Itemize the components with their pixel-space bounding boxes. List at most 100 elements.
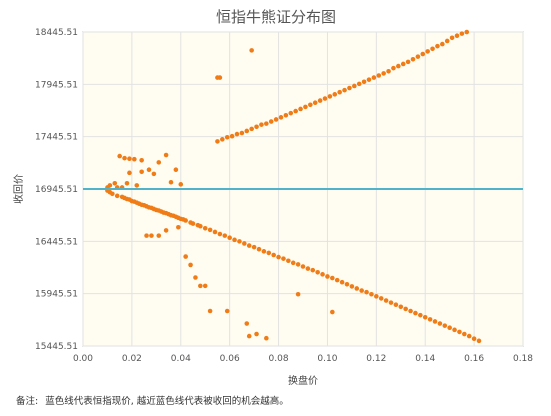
- data-point: [444, 38, 450, 44]
- footnote-prefix: 备注:: [16, 396, 39, 407]
- data-point: [112, 180, 118, 186]
- data-point: [122, 155, 127, 161]
- data-point: [347, 85, 352, 91]
- data-point: [376, 73, 382, 78]
- data-point: [430, 46, 435, 52]
- data-point: [198, 223, 203, 229]
- data-point: [259, 122, 264, 127]
- data-point: [330, 275, 335, 281]
- data-point: [110, 191, 115, 197]
- data-point: [249, 48, 254, 53]
- data-point: [254, 124, 259, 130]
- data-point: [139, 169, 144, 175]
- y-tick-label: 16945.51: [35, 185, 78, 195]
- data-point: [339, 279, 345, 285]
- data-point: [352, 83, 357, 89]
- data-point: [315, 269, 320, 275]
- data-point: [237, 239, 242, 244]
- data-point: [420, 51, 426, 57]
- data-point: [246, 243, 252, 248]
- data-point: [374, 294, 379, 299]
- data-point: [220, 137, 225, 142]
- data-point: [202, 283, 208, 289]
- data-point: [212, 229, 218, 235]
- data-point: [273, 117, 279, 122]
- data-point: [156, 233, 162, 238]
- x-tick-label: 0.14: [415, 354, 435, 364]
- data-point: [234, 131, 240, 137]
- data-point: [229, 133, 235, 139]
- data-point: [146, 167, 152, 172]
- data-point: [295, 262, 301, 267]
- x-tick-label: 0.08: [269, 354, 289, 364]
- data-point: [432, 319, 438, 324]
- y-tick-label: 17945.51: [35, 80, 78, 90]
- data-point: [312, 100, 318, 106]
- data-point: [222, 233, 228, 238]
- data-point: [232, 237, 237, 243]
- x-tick-label: 0.16: [464, 354, 484, 364]
- data-point: [381, 71, 386, 76]
- data-point: [173, 167, 179, 172]
- data-point: [298, 106, 303, 112]
- data-point: [114, 193, 120, 199]
- y-tick-label: 18445.51: [35, 28, 78, 38]
- data-point: [452, 327, 457, 333]
- data-point: [462, 331, 467, 337]
- data-point: [156, 160, 162, 165]
- data-point: [183, 218, 188, 223]
- data-point: [271, 252, 276, 258]
- y-axis-ticks: 15445.51 15945.51 16445.51 16945.51 17445.51…: [35, 28, 78, 352]
- data-point: [308, 102, 313, 108]
- data-point: [303, 104, 308, 110]
- data-point: [386, 69, 391, 74]
- data-point: [442, 323, 448, 328]
- data-point: [163, 228, 169, 233]
- data-point: [215, 139, 220, 144]
- data-point: [317, 98, 323, 103]
- data-point: [224, 308, 230, 314]
- data-point: [396, 63, 401, 69]
- data-point: [117, 153, 122, 159]
- data-point: [400, 61, 406, 67]
- y-tick-label: 17445.51: [35, 133, 78, 143]
- data-point: [359, 288, 364, 293]
- data-point: [413, 310, 418, 316]
- data-point: [254, 331, 259, 337]
- x-axis-label: 换盘价: [288, 374, 318, 387]
- data-point: [457, 329, 462, 335]
- data-point: [437, 321, 443, 326]
- data-point: [383, 298, 389, 303]
- data-point: [264, 335, 269, 341]
- data-point: [207, 227, 213, 233]
- data-point: [418, 312, 423, 318]
- footnote: 备注: 蓝色线代表恒指现价, 越近蓝色线代表被收回的机会越高。: [16, 393, 293, 407]
- data-point: [149, 233, 154, 238]
- data-point: [178, 182, 184, 187]
- data-point: [132, 156, 137, 162]
- data-point: [261, 249, 267, 254]
- data-point: [391, 65, 396, 71]
- data-point: [464, 29, 470, 35]
- data-point: [447, 325, 452, 331]
- data-point: [288, 110, 294, 116]
- data-point: [322, 96, 328, 101]
- data-point: [466, 333, 472, 339]
- data-point: [283, 112, 289, 118]
- data-point: [139, 157, 144, 163]
- data-point: [310, 267, 316, 273]
- data-point: [471, 336, 477, 342]
- data-point: [427, 317, 433, 322]
- data-point: [207, 308, 213, 314]
- data-point: [405, 59, 411, 65]
- data-point: [134, 183, 140, 188]
- data-point: [293, 108, 298, 114]
- x-tick-label: 0.00: [73, 354, 93, 364]
- chart-title: 恒指牛熊证分布图: [216, 8, 336, 26]
- data-point: [144, 233, 149, 238]
- data-point: [295, 291, 301, 297]
- data-point: [176, 224, 181, 230]
- data-point: [356, 81, 362, 87]
- data-point: [239, 130, 245, 136]
- data-point: [183, 254, 188, 259]
